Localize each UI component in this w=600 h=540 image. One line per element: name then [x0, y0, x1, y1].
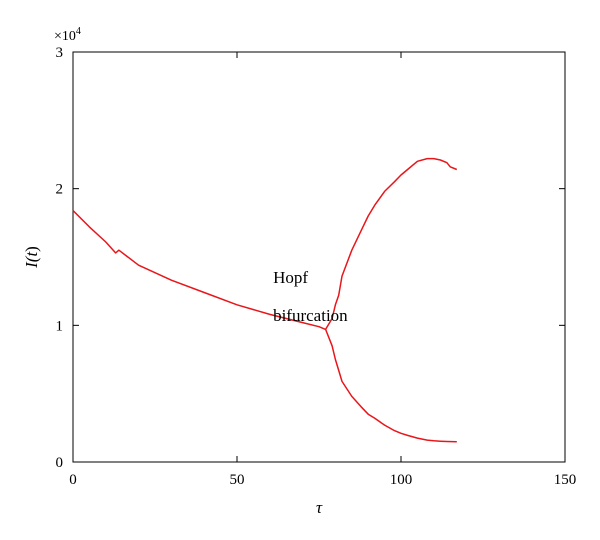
annotation-1: Hopf: [273, 268, 308, 287]
x-tick-label: 100: [390, 472, 413, 488]
annotations: Hopf bifurcation: [273, 268, 348, 325]
y-tick-label: 2: [56, 182, 64, 198]
plot-frame: [72, 51, 566, 463]
series-line-2: [324, 157, 458, 330]
x-tick-label: 50: [230, 472, 245, 488]
x-axis-label: τ: [316, 498, 323, 517]
series-layer: [72, 157, 458, 443]
y-multiplier: ×104: [54, 26, 81, 44]
x-tick-label: 0: [69, 472, 77, 488]
series-line-3: [324, 329, 457, 443]
axis-ticks: 0 50 100 150 0 1 2 3: [56, 45, 577, 488]
y-tick-label: 3: [56, 45, 64, 61]
x-tick-label: 150: [554, 472, 577, 488]
y-tick-label: 0: [56, 455, 64, 471]
annotation-2: bifurcation: [273, 306, 348, 325]
y-axis-label: I(t): [22, 246, 41, 269]
series-line-1: [72, 209, 326, 331]
y-tick-label: 1: [56, 318, 64, 334]
